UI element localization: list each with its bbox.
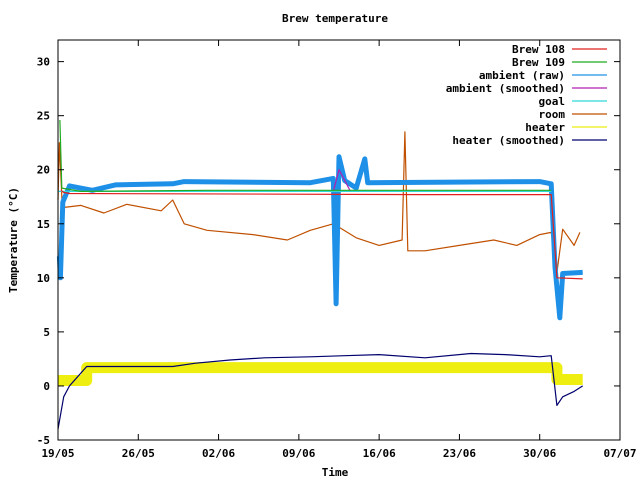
- y-axis-ticks: -5 0 5 10 15 20 25 30: [37, 56, 620, 447]
- x-tick-label: 30/06: [523, 447, 556, 460]
- y-tick-label: 5: [43, 326, 50, 339]
- y-tick-label: 20: [37, 164, 50, 177]
- y-tick-label: 15: [37, 218, 50, 231]
- x-tick-label: 23/06: [443, 447, 476, 460]
- y-tick-label: 25: [37, 110, 50, 123]
- x-tick-label: 16/06: [363, 447, 396, 460]
- series-line-brew-109: [59, 119, 552, 192]
- x-tick-label: 26/05: [122, 447, 155, 460]
- series-line-ambient-smoothed: [332, 169, 352, 192]
- y-tick-label: 30: [37, 56, 50, 69]
- legend-label: goal: [539, 95, 566, 108]
- series-line-heater-smoothed: [57, 352, 584, 430]
- plot-frame: [57, 39, 621, 441]
- legend-label: heater: [525, 121, 565, 134]
- series-line-brew-108: [60, 189, 583, 280]
- x-tick-label: 19/05: [41, 447, 74, 460]
- legend-label: Brew 109: [512, 56, 565, 69]
- x-axis-ticks: 19/05 26/05 02/06 09/06 16/06 23/06 30/06 07/07: [41, 40, 637, 460]
- x-tick-label: 02/06: [202, 447, 235, 460]
- y-tick-label: 10: [37, 272, 50, 285]
- series-layer: [56, 119, 584, 430]
- x-axis-label: Time: [322, 466, 349, 479]
- legend-label: room: [539, 108, 566, 121]
- y-axis-label: Temperature (°C): [7, 187, 20, 293]
- x-tick-label: 07/07: [603, 447, 636, 460]
- series-line-ambient-raw: [56, 154, 583, 321]
- series-line-room: [57, 131, 581, 273]
- legend-label: Brew 108: [512, 43, 565, 56]
- y-tick-label: 0: [43, 380, 50, 393]
- x-tick-label: 09/06: [282, 447, 315, 460]
- legend-label: ambient (smoothed): [446, 82, 565, 95]
- series-line-heater: [58, 362, 583, 386]
- legend-label: ambient (raw): [479, 69, 565, 82]
- y-tick-label: -5: [37, 434, 50, 447]
- chart-title: Brew temperature: [282, 12, 388, 25]
- legend-label: heater (smoothed): [452, 134, 565, 147]
